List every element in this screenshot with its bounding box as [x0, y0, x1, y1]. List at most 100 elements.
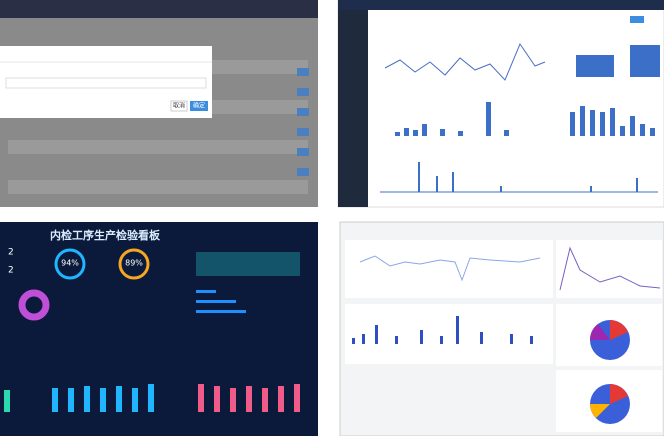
decoration: [404, 128, 409, 136]
decoration: [510, 334, 513, 344]
decoration: [395, 132, 400, 136]
panel-dialog: 取消 确定: [0, 0, 318, 207]
decoration: [297, 128, 309, 136]
decoration: [196, 290, 216, 293]
decoration: [198, 384, 204, 412]
decoration: [504, 130, 509, 136]
decoration: [640, 124, 645, 136]
decoration: [230, 388, 236, 412]
decoration: [297, 68, 309, 176]
decoration: [246, 386, 252, 412]
decoration: [18, 289, 50, 321]
decoration: [359, 255, 541, 282]
decoration: [116, 386, 122, 412]
decoration: [610, 384, 628, 404]
decoration: [362, 334, 365, 344]
decoration: [8, 140, 308, 154]
decoration: [610, 320, 628, 340]
decoration: [590, 324, 610, 340]
decoration: [620, 126, 625, 136]
decoration: [297, 168, 309, 176]
decoration: [68, 388, 74, 412]
decoration: [436, 176, 438, 192]
count: 2: [8, 248, 14, 258]
decoration: [132, 388, 138, 412]
cancel-label[interactable]: 取消: [173, 102, 185, 110]
decoration: [214, 386, 220, 412]
decoration: [297, 68, 309, 76]
decoration: [590, 404, 610, 418]
decoration: [590, 110, 595, 136]
decoration: [440, 336, 443, 344]
panel-dark-dashboard: 内检工序生产检验看板 2 2 94% 89%: [0, 222, 318, 436]
decoration: [84, 386, 90, 412]
decoration: [375, 325, 378, 344]
decoration: [456, 316, 459, 344]
decoration: [8, 180, 308, 194]
decoration: [338, 10, 368, 207]
decoration: [418, 162, 420, 192]
decoration: [148, 384, 154, 412]
decoration: [576, 55, 614, 77]
decoration: [338, 0, 664, 10]
decoration: [52, 384, 154, 412]
decoration: [630, 16, 644, 23]
decoration: [5, 77, 207, 89]
decoration: [650, 128, 655, 136]
decoration: [345, 240, 553, 298]
decoration: [278, 386, 284, 412]
decoration: [198, 384, 300, 412]
decoration: [480, 332, 483, 344]
decoration: [458, 131, 463, 136]
decoration: [196, 310, 246, 313]
decoration: [636, 178, 638, 192]
gauge-label: 89%: [125, 259, 143, 268]
decoration: [600, 112, 605, 136]
decoration: [297, 148, 309, 156]
count: 2: [8, 266, 14, 276]
decoration: [630, 116, 635, 136]
decoration: [420, 330, 423, 344]
decoration: [352, 338, 355, 344]
decoration: [352, 316, 533, 344]
decoration: [262, 388, 268, 412]
cancel-button[interactable]: [170, 100, 188, 112]
decoration: [54, 248, 86, 280]
decoration: [337, 0, 664, 208]
dashboard-title: 内检工序生产检验看板: [50, 228, 161, 242]
decoration: [196, 300, 236, 303]
gauge-label: 94%: [61, 259, 79, 268]
decoration: [556, 240, 662, 298]
panel-admin-charts: [337, 0, 664, 208]
decoration: [52, 388, 58, 412]
decoration: [395, 336, 398, 344]
decoration: [297, 108, 309, 116]
decoration: [345, 304, 553, 364]
decoration: [422, 124, 427, 136]
decoration: [570, 112, 575, 136]
decoration: [0, 0, 318, 18]
decoration: [486, 102, 491, 136]
decoration: [196, 290, 246, 313]
decoration: [530, 336, 533, 344]
decoration: [413, 130, 418, 136]
decoration: [610, 108, 615, 136]
decoration: [4, 390, 10, 412]
decoration: [630, 45, 660, 77]
decoration: [297, 88, 309, 96]
decoration: [100, 388, 106, 412]
decoration: [500, 186, 502, 192]
decoration: [118, 248, 150, 280]
decoration: [559, 246, 661, 291]
confirm-label[interactable]: 确定: [193, 102, 205, 110]
decoration: [384, 42, 546, 81]
decoration: [440, 129, 445, 136]
decoration: [294, 384, 300, 412]
confirm-button[interactable]: [190, 101, 208, 111]
panel-light-dashboard: [339, 221, 664, 436]
decoration: [590, 186, 592, 192]
decoration: [196, 252, 300, 276]
decoration: [452, 172, 454, 192]
